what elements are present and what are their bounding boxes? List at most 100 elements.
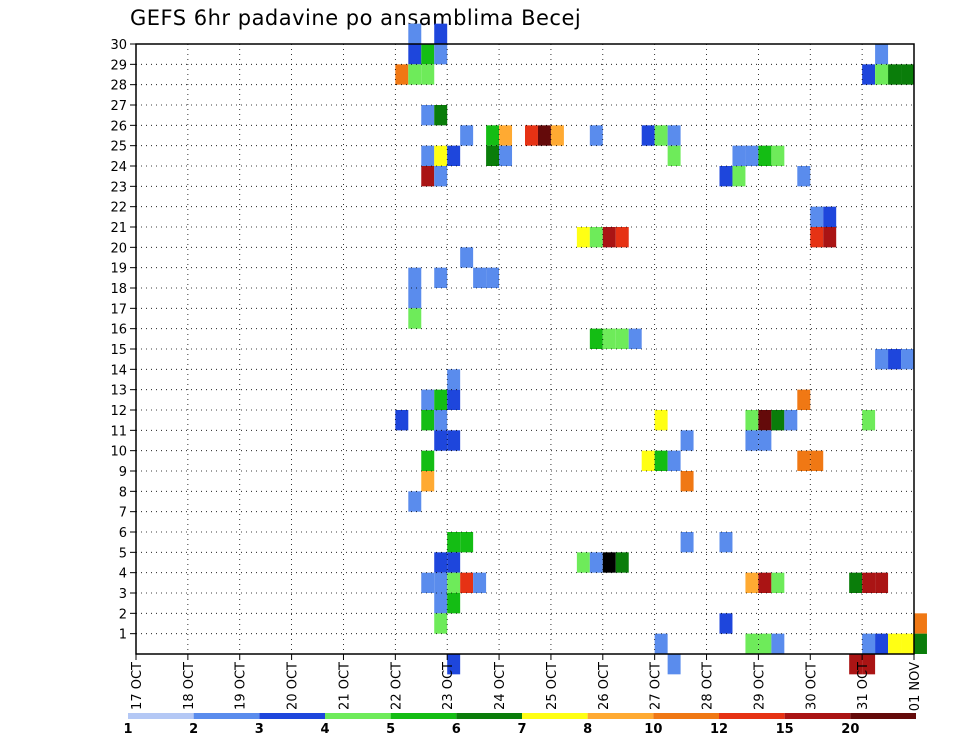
data-cell xyxy=(797,389,811,410)
y-tick-label: 28 xyxy=(110,79,127,94)
data-cell xyxy=(589,227,603,248)
data-cell xyxy=(901,349,914,370)
data-cell xyxy=(771,145,785,166)
colorbar-label: 10 xyxy=(644,722,662,737)
data-cell xyxy=(810,450,824,471)
colorbar-segment xyxy=(784,713,851,719)
data-cell xyxy=(602,328,616,349)
colorbar-label: 7 xyxy=(517,722,526,737)
x-tick-label: 18 OCT xyxy=(182,662,197,710)
data-cell xyxy=(447,593,461,614)
colorbar-segment xyxy=(128,713,194,719)
x-tick-label: 17 OCT xyxy=(130,662,145,710)
data-cell xyxy=(447,145,461,166)
data-cell xyxy=(875,633,889,654)
colorbar-label: 5 xyxy=(386,722,395,737)
data-cell xyxy=(434,166,448,187)
colorbar-segment xyxy=(719,713,785,719)
y-tick-label: 8 xyxy=(119,485,127,500)
data-cell xyxy=(745,572,759,593)
y-tick-label: 7 xyxy=(119,506,127,521)
data-cell xyxy=(680,532,694,553)
data-cell xyxy=(862,572,876,593)
colorbar-segment xyxy=(850,713,916,719)
data-cell xyxy=(486,267,500,288)
data-cell xyxy=(654,450,668,471)
y-tick-label: 13 xyxy=(110,384,127,399)
data-cell xyxy=(576,552,590,573)
data-cell xyxy=(460,532,474,553)
y-tick-label: 17 xyxy=(110,302,127,317)
colorbar-segment xyxy=(456,713,522,719)
data-cell xyxy=(434,23,448,44)
y-tick-label: 10 xyxy=(110,445,127,460)
x-tick-label: 29 OCT xyxy=(752,662,767,710)
data-cell xyxy=(719,613,733,634)
data-cell xyxy=(589,552,603,573)
data-cell xyxy=(447,532,461,553)
data-cell xyxy=(421,471,435,492)
colorbar-label: 4 xyxy=(320,722,329,737)
data-cell xyxy=(447,369,461,390)
data-cell xyxy=(434,593,448,614)
data-cell xyxy=(875,64,889,85)
data-cell xyxy=(732,166,746,187)
data-cell xyxy=(434,267,448,288)
data-cell xyxy=(823,206,837,227)
data-cell xyxy=(797,450,811,471)
y-tick-label: 15 xyxy=(110,343,127,358)
colorbar-segment xyxy=(587,713,654,719)
data-cell xyxy=(732,145,746,166)
x-tick-label: 27 OCT xyxy=(649,662,664,710)
data-cell xyxy=(875,349,889,370)
data-cell xyxy=(460,572,474,593)
y-tick-label: 11 xyxy=(110,424,127,439)
data-cell xyxy=(486,145,500,166)
x-tick-label: 01 NOV xyxy=(908,662,923,711)
chart-title: GEFS 6hr padavine po ansamblima Becej xyxy=(130,6,582,30)
colorbar-segment xyxy=(522,713,588,719)
data-cell xyxy=(434,410,448,431)
data-cell xyxy=(537,125,551,146)
data-cell xyxy=(447,430,461,451)
data-cell xyxy=(602,552,616,573)
y-tick-label: 4 xyxy=(119,567,127,582)
y-tick-label: 16 xyxy=(110,323,127,338)
x-tick-label: 22 OCT xyxy=(389,662,404,710)
colorbar-label: 15 xyxy=(776,722,794,737)
colorbar-segment xyxy=(653,713,719,719)
data-cell xyxy=(615,227,629,248)
data-cell xyxy=(460,247,474,268)
data-cell xyxy=(888,64,902,85)
y-tick-label: 24 xyxy=(110,160,127,175)
data-cell xyxy=(434,572,448,593)
colorbar-label: 8 xyxy=(583,722,592,737)
data-cell xyxy=(745,430,759,451)
data-cell xyxy=(434,389,448,410)
data-cell xyxy=(473,267,487,288)
data-cell xyxy=(667,125,681,146)
colorbar-segment xyxy=(259,713,325,719)
data-cell xyxy=(771,572,785,593)
data-cell xyxy=(862,410,876,431)
data-cell xyxy=(680,471,694,492)
colorbar-label: 1 xyxy=(123,722,132,737)
data-cell xyxy=(602,227,616,248)
data-cell xyxy=(914,633,927,654)
x-tick-label: 28 OCT xyxy=(701,662,716,710)
data-cell xyxy=(680,430,694,451)
data-cell xyxy=(525,125,538,146)
data-cell xyxy=(408,23,422,44)
data-cell xyxy=(434,613,448,634)
data-cell xyxy=(589,328,603,349)
y-tick-label: 6 xyxy=(119,526,127,541)
data-cell xyxy=(654,633,668,654)
y-tick-label: 1 xyxy=(119,628,127,643)
data-cell xyxy=(421,166,435,187)
data-cell xyxy=(862,64,876,85)
data-cell xyxy=(421,64,435,85)
data-cell xyxy=(550,125,564,146)
y-tick-label: 29 xyxy=(110,58,127,73)
y-tick-label: 21 xyxy=(110,221,127,236)
data-cell xyxy=(901,64,914,85)
